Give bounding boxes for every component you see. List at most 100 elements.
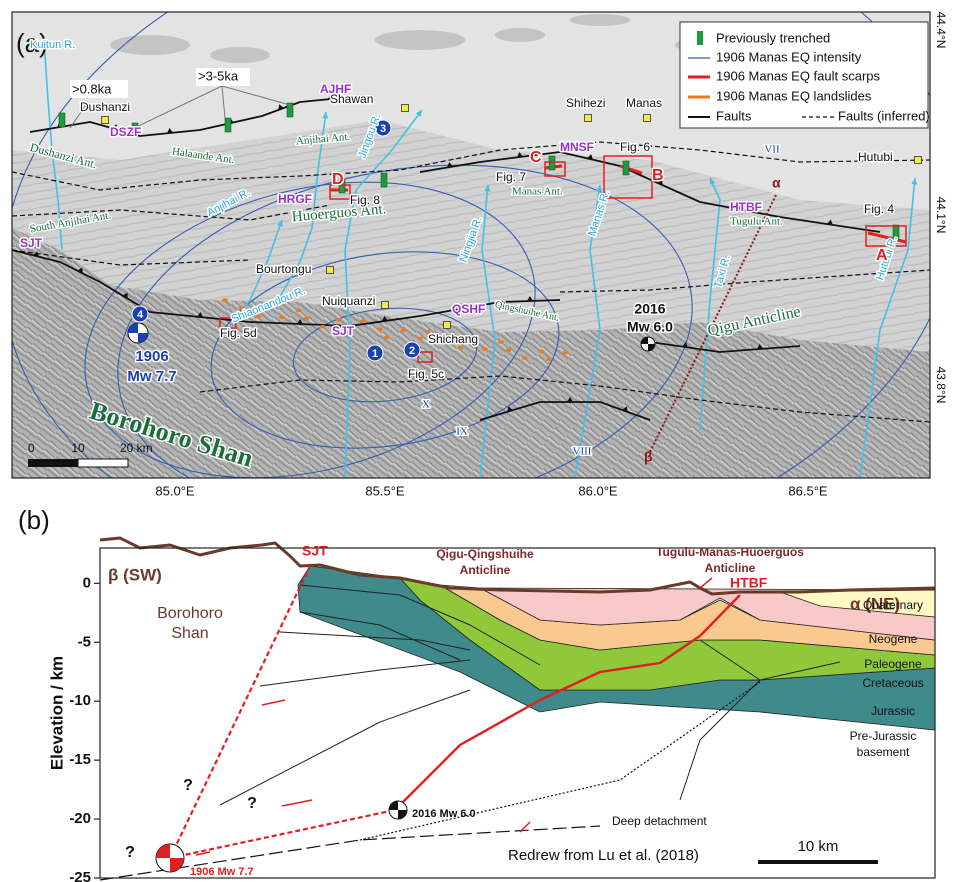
river-label: Kuitun R. (30, 39, 75, 51)
profile-end: β (SW) (108, 565, 162, 584)
trench-site (287, 103, 293, 117)
landslide (482, 347, 488, 351)
landslide (401, 329, 407, 333)
profile-end: α (772, 175, 781, 191)
fault-label: SJT (20, 236, 43, 250)
longitude-label: 85.5°E (365, 483, 405, 498)
event-year: 2016 (634, 301, 665, 317)
fault-label: SJT (332, 324, 355, 338)
legend-label: 1906 Manas EQ fault scarps (716, 68, 881, 83)
figure-ref: Fig. 5d (220, 326, 257, 340)
longitude-label: 86.0°E (578, 483, 618, 498)
town (382, 302, 389, 309)
intensity-label: VII (764, 144, 780, 156)
scale-bar (78, 459, 128, 467)
unit-label: Neogene (869, 632, 918, 646)
town (644, 115, 651, 122)
unit-label: Cretaceous (862, 676, 923, 690)
unit-label: Jurassic (871, 704, 915, 718)
town (915, 157, 922, 164)
panel-label: (b) (18, 505, 50, 535)
event-magnitude: Mw 7.7 (127, 368, 176, 385)
anticline-label: Qigu-Qingshuihe (436, 547, 534, 561)
site-label: B (652, 167, 664, 184)
fault-label: DSZF (110, 125, 141, 139)
focal-mechanism-quadrant (398, 810, 407, 819)
legend-symbol (697, 31, 703, 45)
unit-label: Paleogene (864, 657, 922, 671)
focal-mechanism-quadrant (170, 858, 184, 872)
unit-label: Quaternary (863, 598, 923, 612)
focal-mechanism-quadrant (156, 844, 170, 858)
y-tick-label: -10 (69, 692, 91, 709)
location-number: 4 (137, 309, 144, 321)
anticline-label: Tugulu-Manas-Huoerguos (656, 545, 804, 559)
anticline-label: Anticline (705, 561, 756, 575)
slip-arrow (262, 700, 285, 705)
figure-ref: Fig. 5c (408, 367, 444, 381)
intensity-label: VIII (573, 446, 592, 458)
slip-arrow (700, 578, 712, 588)
location-number: 2 (409, 345, 415, 357)
legend-label: 1906 Manas EQ landslides (716, 88, 872, 103)
landslide (522, 356, 528, 360)
detachment-label: Deep detachment (612, 814, 707, 828)
scale-bar (28, 459, 78, 467)
profile-end: β (644, 449, 653, 465)
landslide (506, 348, 512, 352)
landslide (303, 317, 309, 321)
town-label: Shichang (428, 332, 478, 346)
unknown-mark: ? (247, 795, 257, 812)
slip-arrow (282, 800, 312, 806)
town-label: Dushanzi (80, 100, 130, 114)
trench-site (59, 113, 65, 127)
unit-label: Pre-Jurassic (850, 729, 917, 743)
page: 1234Previously trenched1906 Manas EQ int… (0, 0, 953, 882)
lake (375, 30, 465, 50)
fault-label: QSHF (452, 302, 485, 316)
y-tick-label: -20 (69, 810, 91, 827)
landslide (222, 298, 228, 302)
fault-label: HTBF (730, 575, 768, 591)
age-label: >3-5ka (198, 68, 239, 83)
y-tick-label: -5 (78, 633, 91, 650)
legend-label: Faults (inferred) (838, 108, 930, 123)
fault-label: MNSF (560, 140, 594, 154)
figure-ref: Fig. 8 (350, 193, 380, 207)
landslide (498, 340, 504, 344)
town-label: Hutubi (858, 150, 893, 164)
event-year: 1906 (135, 348, 168, 365)
fault-label: HTBF (730, 200, 762, 214)
event-label: 1906 Mw 7.7 (190, 866, 254, 878)
landslide (563, 351, 569, 355)
location-number: 3 (380, 123, 386, 135)
scale-label: 0 (28, 441, 35, 455)
trench-site (623, 161, 629, 175)
landslide (336, 318, 342, 322)
figure-ref: Fig. 4 (864, 202, 894, 216)
longitude-label: 85.0°E (155, 483, 195, 498)
lake (210, 47, 270, 63)
landslide (296, 309, 302, 313)
landslide (360, 319, 366, 323)
focal-mechanism-quadrant (389, 801, 398, 810)
event-magnitude: Mw 6.0 (627, 319, 673, 335)
lake (495, 28, 545, 42)
figure: 1234Previously trenched1906 Manas EQ int… (0, 0, 953, 882)
structure-line (220, 690, 470, 805)
figure-ref: Fig. 6 (620, 140, 650, 154)
unknown-mark: ? (183, 777, 193, 794)
landslide (384, 335, 390, 339)
landslide (377, 327, 383, 331)
trench-site (225, 118, 231, 132)
landslide (458, 346, 464, 350)
town-label: Nuiquanzi (322, 294, 375, 308)
legend-label: 1906 Manas EQ intensity (716, 49, 862, 64)
source-note: Redrew from Lu et al. (2018) (508, 847, 699, 864)
intensity-label: IX (456, 426, 468, 438)
location-number: 1 (372, 348, 378, 360)
town (402, 105, 409, 112)
landslide (546, 358, 552, 362)
landslide (279, 316, 285, 320)
age-label: >0.8ka (72, 81, 112, 96)
